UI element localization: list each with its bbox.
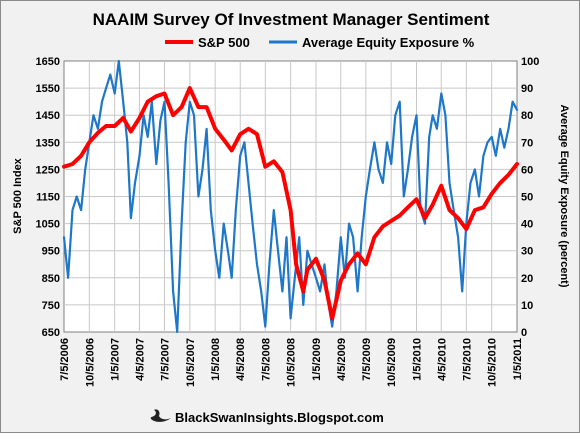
x-tick-label: 4/5/2008 bbox=[235, 338, 247, 381]
x-tick-label: 1/5/2010 bbox=[411, 338, 423, 381]
chart-title: NAAIM Survey Of Investment Manager Senti… bbox=[93, 10, 490, 29]
left-tick-label: 1350 bbox=[36, 137, 60, 149]
right-tick-label: 80 bbox=[521, 110, 533, 122]
right-tick-label: 90 bbox=[521, 83, 533, 95]
x-tick-label: 7/5/2006 bbox=[59, 338, 71, 381]
right-axis-label: Average Equity Exposure (percent) bbox=[558, 105, 570, 288]
x-tick-label: 7/5/2010 bbox=[461, 338, 473, 381]
left-tick-label: 650 bbox=[42, 327, 60, 339]
x-tick-label: 10/5/2007 bbox=[185, 338, 197, 387]
right-axis-ticks: 0 10 20 30 40 50 60 70 80 90 100 bbox=[521, 56, 539, 339]
left-tick-label: 750 bbox=[42, 300, 60, 312]
left-tick-label: 1650 bbox=[36, 56, 60, 68]
x-tick-label: 1/5/2007 bbox=[110, 338, 122, 381]
left-tick-label: 1450 bbox=[36, 110, 60, 122]
left-tick-label: 1250 bbox=[36, 164, 60, 176]
right-tick-label: 10 bbox=[521, 300, 533, 312]
right-tick-label: 50 bbox=[521, 192, 533, 204]
x-tick-label: 10/5/2009 bbox=[386, 338, 398, 387]
x-tick-label: 7/5/2008 bbox=[260, 338, 272, 381]
x-tick-label: 10/5/2008 bbox=[286, 338, 298, 387]
legend-label-sp500: S&P 500 bbox=[198, 35, 250, 50]
left-tick-label: 1150 bbox=[36, 192, 60, 204]
right-tick-label: 30 bbox=[521, 246, 533, 258]
footer-credit: BlackSwanInsights.Blogspot.com bbox=[150, 409, 384, 425]
right-tick-label: 20 bbox=[521, 273, 533, 285]
left-tick-label: 950 bbox=[42, 246, 60, 258]
x-tick-label: 1/5/2008 bbox=[210, 338, 222, 381]
series-line-sp500 bbox=[62, 86, 519, 321]
right-tick-label: 40 bbox=[521, 219, 533, 231]
series-line-equity-exposure bbox=[62, 59, 519, 334]
footer-credit-text: BlackSwanInsights.Blogspot.com bbox=[175, 410, 384, 425]
swan-icon bbox=[150, 409, 171, 422]
right-tick-label: 70 bbox=[521, 137, 533, 149]
x-tick-label: 10/5/2010 bbox=[487, 338, 499, 387]
x-tick-label: 10/5/2006 bbox=[84, 338, 96, 387]
x-tick-label: 1/5/2009 bbox=[311, 338, 323, 381]
x-tick-label: 7/5/2009 bbox=[361, 338, 373, 381]
x-tick-label: 4/5/2010 bbox=[436, 338, 448, 381]
x-tick-label: 7/5/2007 bbox=[160, 338, 172, 381]
right-tick-label: 60 bbox=[521, 164, 533, 176]
left-axis-ticks: 650 750 850 950 1050 1150 1250 1350 1450 1550 1650 bbox=[36, 56, 60, 339]
right-tick-label: 100 bbox=[521, 56, 539, 68]
series-layer bbox=[62, 59, 519, 334]
right-tick-label: 0 bbox=[521, 327, 527, 339]
left-axis-label: S&P 500 Index bbox=[12, 157, 24, 233]
legend-label-exposure: Average Equity Exposure % bbox=[302, 35, 475, 50]
x-tick-label: 1/5/2011 bbox=[512, 338, 524, 380]
x-axis-ticks: 7/5/2006 10/5/2006 1/5/2007 4/5/2007 7/5/200… bbox=[59, 338, 524, 387]
x-tick-label: 4/5/2009 bbox=[336, 338, 348, 381]
left-tick-label: 850 bbox=[42, 273, 60, 285]
x-tick-label: 4/5/2007 bbox=[134, 338, 146, 381]
left-tick-label: 1550 bbox=[36, 83, 60, 95]
left-tick-label: 1050 bbox=[36, 219, 60, 231]
legend: S&P 500 Average Equity Exposure % bbox=[165, 35, 475, 50]
